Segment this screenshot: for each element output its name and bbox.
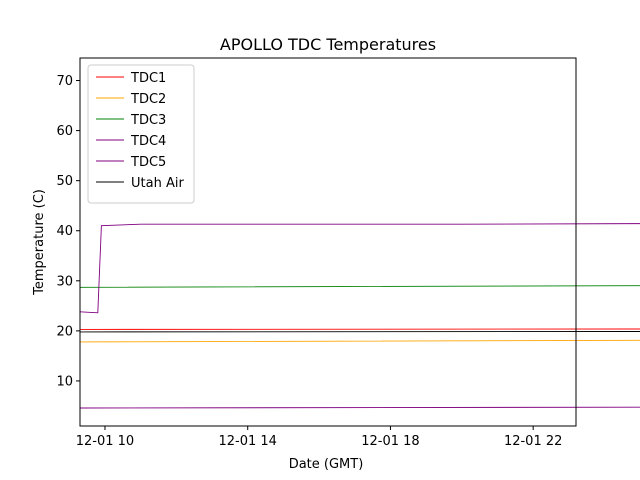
legend-label: TDC4 bbox=[130, 134, 166, 149]
x-tick-label: 12-01 14 bbox=[218, 434, 276, 449]
legend: TDC1 TDC2 TDC3 TDC4 TDC5 Utah Air bbox=[87, 64, 195, 204]
y-tick-label: 50 bbox=[56, 174, 73, 189]
legend-label: TDC2 bbox=[130, 92, 166, 107]
y-tick-label: 60 bbox=[56, 124, 73, 139]
legend-label: Utah Air bbox=[131, 176, 184, 191]
legend-label: TDC1 bbox=[130, 71, 166, 86]
y-tick-label: 40 bbox=[56, 224, 73, 239]
y-tick-label: 20 bbox=[56, 324, 73, 339]
chart-title: APOLLO TDC Temperatures bbox=[220, 35, 436, 54]
y-tick-label: 70 bbox=[56, 74, 73, 89]
plot-frame bbox=[79, 57, 577, 427]
y-tick-label: 10 bbox=[56, 374, 73, 389]
x-tick-label: 12-01 22 bbox=[504, 434, 562, 449]
x-tick-label: 12-01 10 bbox=[76, 434, 134, 449]
x-tick-label: 12-01 18 bbox=[361, 434, 419, 449]
y-axis-label: Temperature (C) bbox=[32, 189, 47, 296]
legend-label: TDC5 bbox=[130, 155, 166, 170]
x-axis-label: Date (GMT) bbox=[289, 457, 364, 472]
legend-label: TDC3 bbox=[130, 113, 166, 128]
y-axis: 10 20 30 40 50 60 70 bbox=[56, 74, 80, 389]
y-tick-label: 30 bbox=[56, 274, 73, 289]
legend-box bbox=[87, 64, 195, 204]
